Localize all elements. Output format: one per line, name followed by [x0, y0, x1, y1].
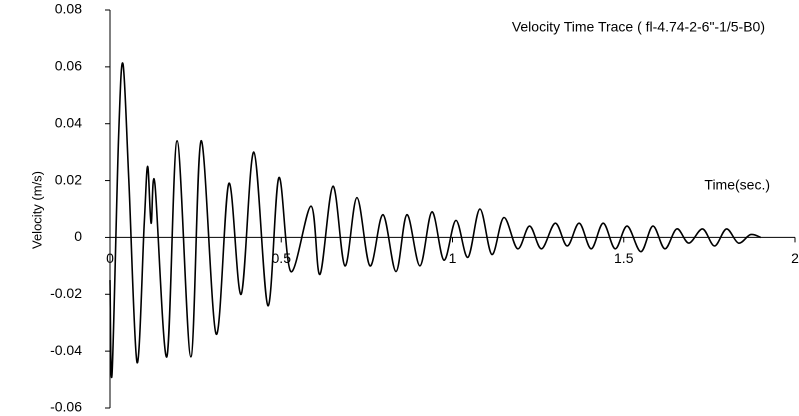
- x-axis-label: Time(sec.): [704, 177, 770, 193]
- y-axis-label: Velocity (m/s): [29, 171, 44, 249]
- chart-title: Velocity Time Trace ( fl-4.74-2-6"-1/5-B…: [512, 19, 765, 35]
- y-tick-label: 0.02: [55, 171, 82, 187]
- y-tick-label: 0.04: [55, 114, 82, 130]
- y-tick-label: -0.04: [50, 342, 82, 358]
- y-tick-label: 0: [74, 228, 82, 244]
- y-tick-label: -0.02: [50, 285, 82, 301]
- y-tick-label: 0.06: [55, 58, 82, 74]
- y-tick-label: -0.06: [50, 399, 82, 415]
- x-tick-label: 1.5: [614, 250, 634, 266]
- y-tick-label: 0.08: [55, 1, 82, 17]
- x-tick-label: 2: [791, 250, 799, 266]
- x-tick-label: 0.5: [272, 250, 292, 266]
- x-tick-label: 1: [449, 250, 457, 266]
- x-tick-label: 0: [106, 250, 114, 266]
- data-line: [109, 62, 762, 379]
